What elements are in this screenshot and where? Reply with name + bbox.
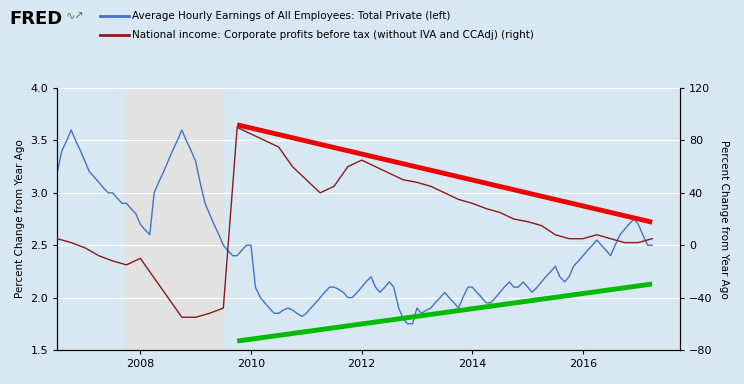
Y-axis label: Percent Change from Year Ago: Percent Change from Year Ago [15, 140, 25, 298]
Text: ∿↗: ∿↗ [65, 11, 84, 21]
Text: FRED: FRED [9, 10, 62, 28]
Y-axis label: Percent Change from Year Ago: Percent Change from Year Ago [719, 140, 729, 298]
Bar [126, 88, 223, 350]
Text: National income: Corporate profits before tax (without IVA and CCAdj) (right): National income: Corporate profits befor… [132, 30, 534, 40]
Text: Average Hourly Earnings of All Employees: Total Private (left): Average Hourly Earnings of All Employees… [132, 11, 451, 21]
